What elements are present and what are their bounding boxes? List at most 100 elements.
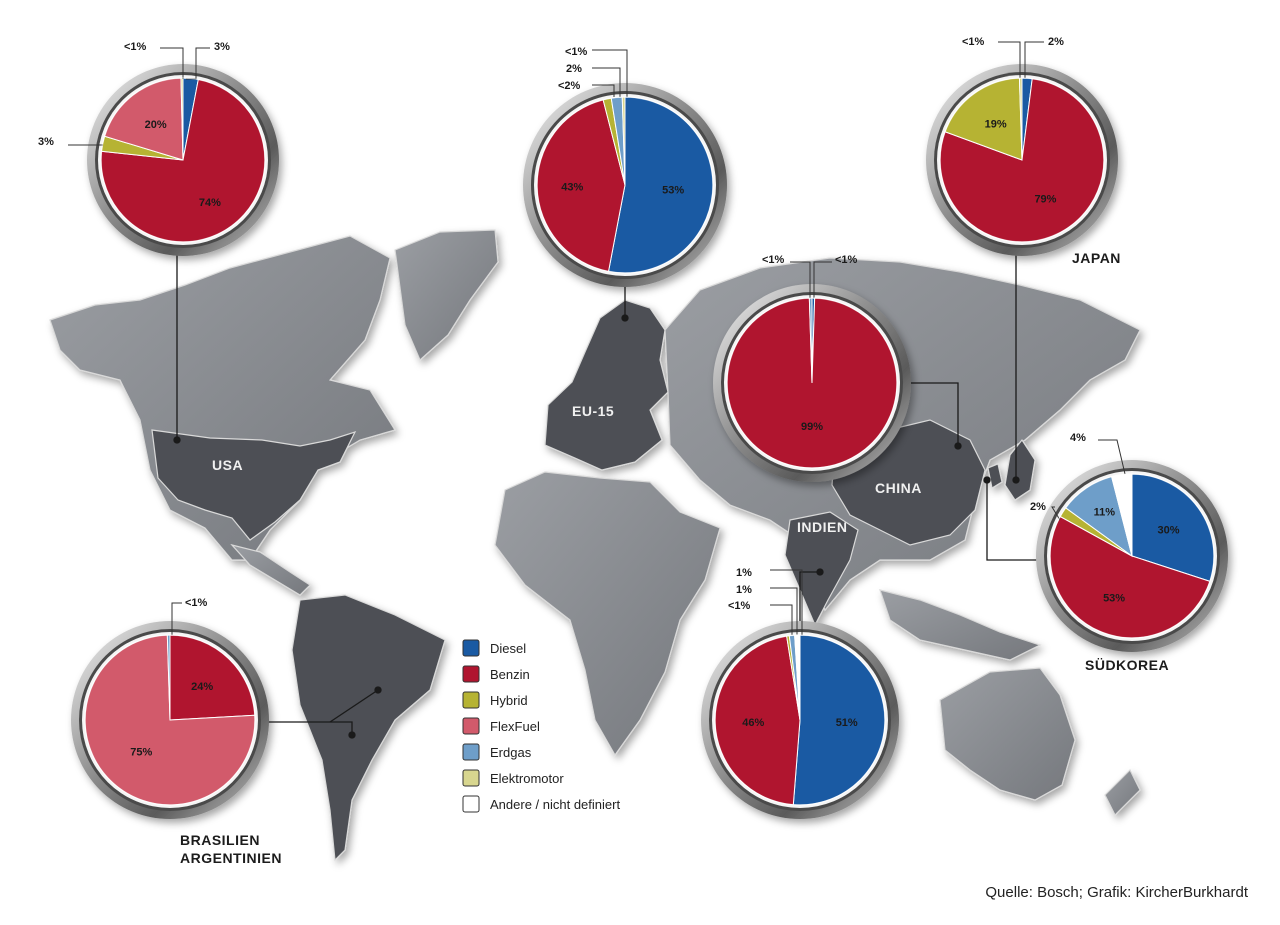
pie-slice-label: 11% xyxy=(1094,506,1116,518)
pie-slice-label: 24% xyxy=(191,681,213,693)
continent-south-america xyxy=(291,594,446,862)
pie-slice-andere-nicht-definiert xyxy=(1111,473,1133,557)
connector-indien xyxy=(799,571,820,625)
connector-dot-indien xyxy=(816,568,824,576)
pie-slice-label: 43% xyxy=(561,182,583,194)
continent-greenland xyxy=(394,229,499,362)
legend-item: Diesel xyxy=(462,639,526,657)
pie-slice-flexfuel xyxy=(84,634,256,806)
pie-slice-flexfuel xyxy=(103,77,184,161)
legend-swatch xyxy=(462,717,480,735)
pie-chart-usa: 3% 74% 3% 20% <1% xyxy=(38,41,279,256)
callout-line xyxy=(770,604,793,635)
pie-slice-label: 53% xyxy=(662,185,684,197)
legend-item: FlexFuel xyxy=(462,717,540,735)
legend-swatch xyxy=(462,665,480,683)
pie-slice-diesel xyxy=(792,634,886,806)
pie-gloss xyxy=(1049,473,1215,639)
pie-slice-benzin xyxy=(100,78,266,243)
connector-dot-china xyxy=(954,442,962,450)
pie-chart-indien: 51% 46% <1% 1% 1% xyxy=(701,567,899,819)
callout-line xyxy=(592,49,628,97)
continent-africa xyxy=(494,471,721,757)
label-suedkorea: SÜDKOREA xyxy=(1085,657,1169,673)
legend-swatch xyxy=(462,769,480,787)
pie-callout-label: <1% xyxy=(762,254,785,266)
connector-dot-usa xyxy=(173,436,181,444)
pie-slice-label: 30% xyxy=(1157,524,1179,536)
pie-gloss xyxy=(939,77,1105,243)
pie-slice-label: 75% xyxy=(130,746,152,758)
callout-line xyxy=(186,47,210,80)
world-map xyxy=(49,229,1141,862)
legend-label: FlexFuel xyxy=(490,719,540,734)
pie-slice-label: 20% xyxy=(145,119,167,131)
pie-gloss xyxy=(536,96,714,274)
pie-callout-label: <1% xyxy=(124,41,147,53)
legend-swatch xyxy=(462,743,480,761)
legend-item: Benzin xyxy=(462,665,530,683)
legend-item: Elektromotor xyxy=(462,769,564,787)
pie-slice-benzin xyxy=(714,635,801,806)
source-note: Quelle: Bosch; Grafik: KircherBurkhardt xyxy=(985,884,1248,901)
pie-callout-label: 1% xyxy=(736,584,752,596)
connector-dot-argentinien xyxy=(374,686,382,694)
pie-slice-label: 74% xyxy=(199,197,221,209)
pie-callout-label: 1% xyxy=(736,567,752,579)
pie-slice-diesel xyxy=(607,96,714,274)
region-labels: USA EU-15 CHINA INDIEN JAPAN SÜDKOREA BR… xyxy=(180,250,1169,866)
label-japan: JAPAN xyxy=(1072,250,1121,266)
callout-line xyxy=(592,67,621,97)
label-usa: USA xyxy=(212,457,243,473)
pie-charts: 3% 74% 3% 20% <1% 53% 43% <2% 2% <1% <1% 99% <1% 2% 79… xyxy=(38,36,1228,819)
legend-label: Andere / nicht definiert xyxy=(490,797,620,812)
legend-swatch xyxy=(462,691,480,709)
callout-line xyxy=(160,47,184,79)
pie-chart-s-dkorea: 30% 53% 2% 11% 4% xyxy=(1030,432,1228,652)
continent-australia xyxy=(939,667,1076,801)
continent-se-asia-islands xyxy=(879,589,1042,661)
pie-chart-brasilien-argentinien: 24% 75% <1% xyxy=(71,597,269,819)
callout-line xyxy=(998,41,1021,78)
legend-item: Hybrid xyxy=(462,691,528,709)
region-eu15 xyxy=(544,299,669,471)
label-eu15: EU-15 xyxy=(572,403,614,419)
callout-line xyxy=(1051,506,1061,521)
continent-new-zealand xyxy=(1104,768,1141,817)
connector-dot-brasilien xyxy=(348,731,356,739)
label-indien: INDIEN xyxy=(797,519,847,535)
pie-slice-erdgas xyxy=(808,297,813,384)
pie-slice-label: 99% xyxy=(801,421,823,433)
legend: Diesel Benzin Hybrid FlexFuel Erdgas Elektrom… xyxy=(462,639,620,813)
label-china: CHINA xyxy=(875,480,922,496)
label-brasilien: BRASILIEN xyxy=(180,832,260,848)
legend-item: Erdgas xyxy=(462,743,532,761)
pie-slice-benzin xyxy=(169,634,256,721)
pie-slice-label: 46% xyxy=(742,717,764,729)
country-japan xyxy=(1004,438,1036,501)
connector-argentinien xyxy=(329,689,379,723)
pie-callout-label: <2% xyxy=(558,80,581,92)
pie-callout-label: 4% xyxy=(1070,432,1086,444)
label-argentinien: ARGENTINIEN xyxy=(180,850,282,866)
country-usa xyxy=(151,429,357,541)
pie-slice-elektromotor xyxy=(1018,77,1023,161)
pie-slice-diesel xyxy=(1131,473,1215,582)
legend-label: Diesel xyxy=(490,641,526,656)
legend-label: Benzin xyxy=(490,667,530,682)
pie-callout-label: 3% xyxy=(38,136,54,148)
callout-line xyxy=(171,602,182,635)
pie-slice-label: 79% xyxy=(1034,194,1056,206)
connector-china xyxy=(895,382,959,446)
pie-slice-erdgas xyxy=(166,634,171,721)
pie-slice-hybrid xyxy=(944,77,1023,161)
pie-slice-elektromotor xyxy=(621,96,626,186)
pie-callout-label: 2% xyxy=(1030,501,1046,513)
pie-slice-label: 53% xyxy=(1103,592,1125,604)
country-india xyxy=(784,511,859,627)
callout-line xyxy=(790,261,811,298)
pie-slice-label: 19% xyxy=(985,118,1007,130)
pie-gloss xyxy=(100,77,266,243)
pie-gloss xyxy=(726,297,898,469)
